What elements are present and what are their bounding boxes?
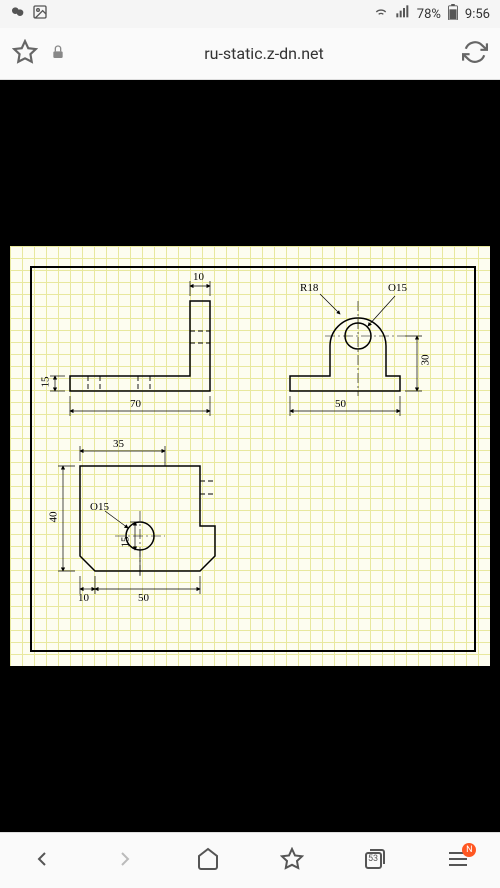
star-icon[interactable] — [12, 39, 38, 69]
dim-40: 40 — [48, 512, 60, 523]
dim-35: 35 — [113, 438, 124, 450]
home-icon[interactable] — [196, 847, 220, 875]
dim-70: 70 — [130, 398, 141, 410]
back-icon[interactable] — [30, 847, 54, 875]
notif-badge: N — [462, 843, 476, 857]
battery-icon — [447, 4, 459, 24]
status-bar: 78% 9:56 — [0, 0, 500, 28]
dim-50-top: 50 — [138, 592, 149, 604]
front-view — [50, 281, 210, 416]
url-text: ru-static.z-dn.net — [204, 44, 324, 63]
top-view — [58, 446, 215, 594]
url-area[interactable]: ru-static.z-dn.net — [78, 44, 450, 63]
browser-bar: ru-static.z-dn.net — [0, 28, 500, 80]
status-right: 78% 9:56 — [373, 4, 490, 24]
signal-icon — [395, 4, 411, 24]
lock-icon — [50, 44, 66, 64]
image-icon — [32, 4, 48, 24]
dim-10-top: 10 — [78, 592, 89, 604]
clock: 9:56 — [465, 7, 490, 22]
tab-count: 53 — [368, 854, 378, 864]
technical-drawing: 10 70 15 R18 O15 50 30 35 40 O15 15 10 5… — [10, 246, 490, 666]
status-left — [10, 4, 48, 24]
content-area: 10 70 15 R18 O15 50 30 35 40 O15 15 10 5… — [0, 80, 500, 832]
dim-10: 10 — [193, 271, 204, 283]
forward-icon[interactable] — [113, 847, 137, 875]
reload-icon[interactable] — [462, 39, 488, 69]
wifi-icon — [373, 4, 389, 24]
dim-o15-side: O15 — [388, 282, 407, 294]
dim-15: 15 — [40, 377, 52, 388]
side-view — [290, 294, 422, 416]
dim-o15-top: O15 — [90, 501, 109, 513]
dim-r18: R18 — [300, 282, 318, 294]
menu-icon[interactable]: N — [446, 847, 470, 875]
dim-50-side: 50 — [335, 398, 346, 410]
chat-icon — [10, 4, 26, 24]
nav-bar: 53 N — [0, 832, 500, 888]
bookmark-icon[interactable] — [280, 847, 304, 875]
dim-15-top: 15 — [120, 537, 132, 548]
battery-pct: 78% — [417, 7, 441, 22]
tabs-icon[interactable]: 53 — [363, 847, 387, 875]
dim-30: 30 — [420, 355, 432, 366]
